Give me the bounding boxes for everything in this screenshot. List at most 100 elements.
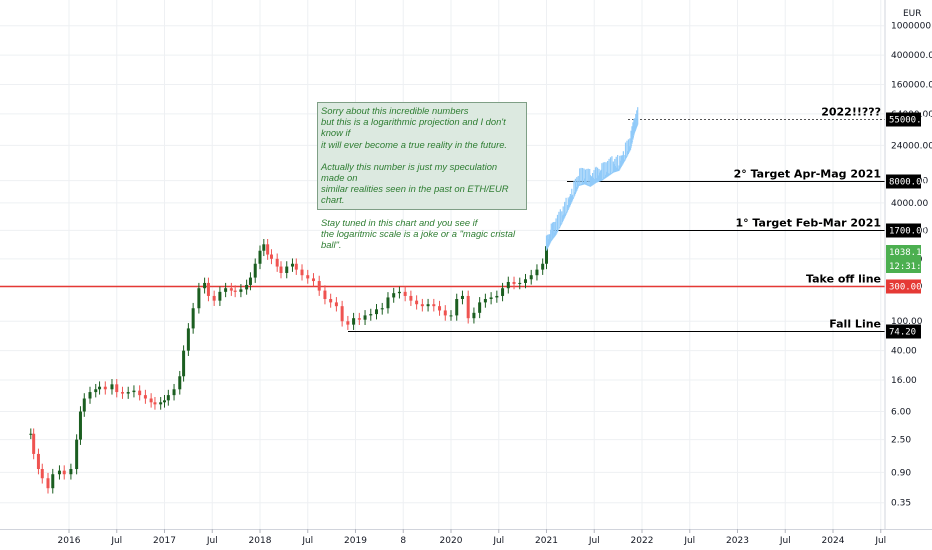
candle-body (203, 282, 207, 289)
note-paragraph-3: Stay tuned in this chart and you see if … (321, 216, 516, 251)
candle-body (191, 308, 195, 329)
candle-body (233, 290, 237, 292)
candle-body (545, 246, 548, 264)
x-tick-label: Jul (110, 536, 122, 546)
candle-body (352, 318, 356, 325)
candle-body (40, 469, 44, 479)
candle-body (62, 470, 66, 475)
y-tick-label: 40.00 (891, 347, 917, 357)
candle-body (275, 258, 279, 267)
level-label: 1° Target Feb-Mar 2021 (735, 217, 881, 230)
candle-body (163, 400, 166, 403)
candle-body (224, 288, 228, 292)
level-label: Fall Line (829, 318, 881, 331)
candle-body (75, 439, 79, 470)
projection-path (545, 107, 639, 251)
y-tick-label: 400000.00 (891, 51, 932, 61)
candle-body (36, 453, 40, 470)
candle-body (346, 321, 350, 325)
candle-body (206, 282, 210, 296)
x-tick-label: Jul (779, 536, 791, 546)
candle-body (29, 433, 33, 435)
x-tick-label: 2016 (58, 536, 81, 546)
candle-body (523, 279, 527, 283)
candle-body (253, 263, 257, 278)
candle-body (311, 278, 315, 282)
candle-body (94, 389, 98, 393)
candle-body (294, 263, 298, 270)
candle-body (143, 395, 147, 399)
y-tick-label: 4000.00 (891, 199, 928, 209)
x-tick-label: 2018 (249, 536, 272, 546)
candle-body (329, 299, 333, 303)
candle-body (512, 281, 516, 284)
y-tick-label: 0.35 (891, 499, 911, 509)
candle-body (397, 291, 401, 294)
currency-label: EUR (903, 9, 922, 19)
candle-body (369, 314, 373, 316)
candle-body (357, 318, 361, 320)
candle-body (51, 474, 55, 489)
candle-body (501, 288, 505, 296)
candle-body (120, 392, 124, 394)
candle-body (290, 263, 294, 267)
candle-body (443, 310, 447, 316)
price-badge-text: 1700.00 (889, 227, 927, 237)
candle-body (258, 250, 262, 264)
candle-body (535, 269, 539, 276)
candle-body (218, 291, 222, 301)
candle-body (172, 389, 176, 396)
last-price-badge (886, 245, 921, 273)
candle-body (340, 306, 344, 322)
note-paragraph-2: Actually this number is just my speculat… (321, 160, 509, 206)
x-tick-label: 2023 (726, 536, 749, 546)
y-tick-label: 0.90 (891, 468, 911, 478)
candle-body (403, 291, 407, 296)
candle-body (266, 244, 270, 255)
last-price-text: 1038.19 (889, 248, 927, 258)
candle-body (69, 469, 73, 475)
candle-body (541, 263, 545, 270)
candle-body (46, 478, 50, 489)
y-tick-label: 160000.00 (891, 81, 932, 91)
candle-body (186, 328, 190, 351)
candle-body (279, 266, 283, 273)
x-tick-label: 2022 (631, 536, 654, 546)
x-tick-label: Jul (206, 536, 218, 546)
candle-body (178, 376, 182, 390)
price-badge-text: 8000.00 (889, 178, 927, 188)
candle-body (166, 395, 170, 401)
x-tick-label: Jul (301, 536, 313, 546)
candle-body (478, 302, 482, 313)
candle-body (483, 299, 487, 303)
price-badge (886, 324, 921, 339)
candle-body (32, 433, 36, 454)
note-paragraph-1: Sorry about this incredible numbers but … (321, 105, 508, 150)
x-tick-label: 2017 (153, 536, 176, 546)
candle-body (103, 386, 107, 390)
candle-body (159, 402, 163, 405)
candle-body (466, 295, 470, 319)
level-label: 2° Target Apr-Mag 2021 (734, 168, 881, 181)
candle-body (426, 304, 430, 307)
y-tick-label: 6.00 (891, 408, 911, 418)
candle-body (317, 281, 321, 291)
price-badge (886, 112, 921, 127)
annotation-note[interactable]: Sorry about this incredible numbers but … (317, 102, 527, 250)
candle-body (495, 295, 499, 298)
time-axis[interactable]: 2016 Jul 2017 Jul 2018 Jul 2019 8 2020 Jul 2021 Jul… (0, 529, 932, 546)
chart-grid (0, 0, 884, 529)
x-tick-label: Jul (588, 536, 600, 546)
y-tick-label: 100.00 (891, 317, 923, 327)
candle-body (334, 302, 338, 307)
candle-body (300, 269, 304, 276)
candle-body (153, 402, 157, 405)
price-badge-text: 300.00 (889, 283, 922, 293)
candle-body (489, 297, 493, 300)
x-tick-label: 2024 (822, 536, 845, 546)
candle-body (415, 300, 419, 305)
candle-body (529, 275, 533, 280)
candle-body (132, 390, 136, 393)
y-tick-label: 2.50 (891, 436, 911, 446)
